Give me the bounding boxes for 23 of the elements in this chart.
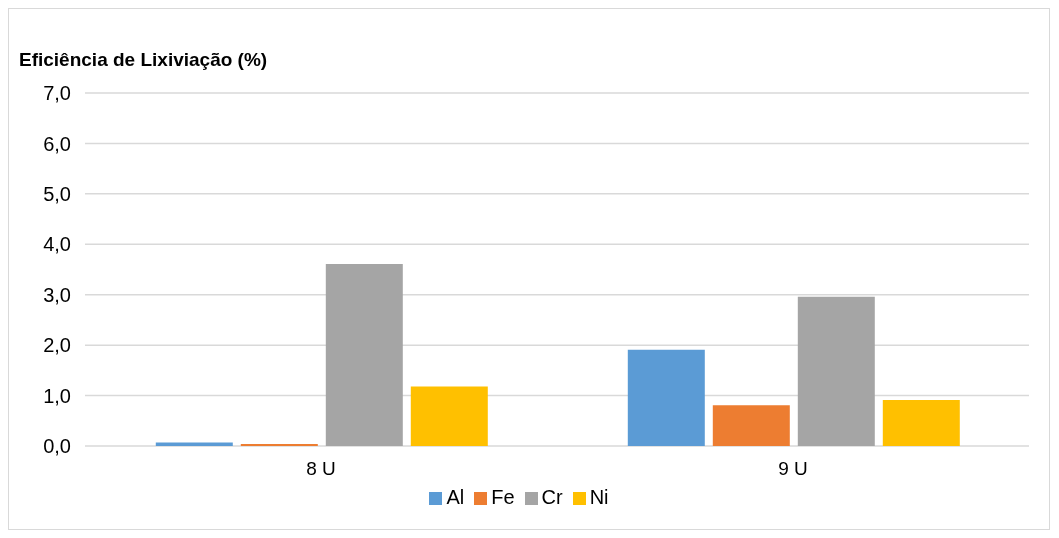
legend-label: Cr: [541, 486, 563, 508]
y-tick-label: 7,0: [43, 82, 71, 105]
y-tick-label: 3,0: [43, 283, 71, 306]
bar: [712, 405, 790, 446]
bar: [155, 442, 233, 446]
y-tick-label: 2,0: [43, 334, 71, 357]
bar: [627, 349, 705, 446]
bar: [325, 263, 403, 446]
y-tick-label: 5,0: [43, 182, 71, 205]
legend-label: Al: [446, 486, 465, 508]
x-tick-label: 8 U: [306, 458, 336, 480]
y-tick-label: 0,0: [43, 435, 71, 458]
bar: [797, 296, 875, 446]
bar: [882, 400, 960, 446]
x-tick-label: 9 U: [778, 458, 808, 480]
y-tick-label: 4,0: [43, 233, 71, 256]
chart-title: Eficiência de Lixiviação (%): [19, 49, 268, 71]
bar: [240, 443, 318, 446]
legend-label: Ni: [589, 486, 609, 508]
bar: [410, 386, 488, 446]
y-tick-label: 6,0: [43, 132, 71, 155]
legend-label: Fe: [491, 486, 515, 508]
y-tick-label: 1,0: [43, 384, 71, 407]
